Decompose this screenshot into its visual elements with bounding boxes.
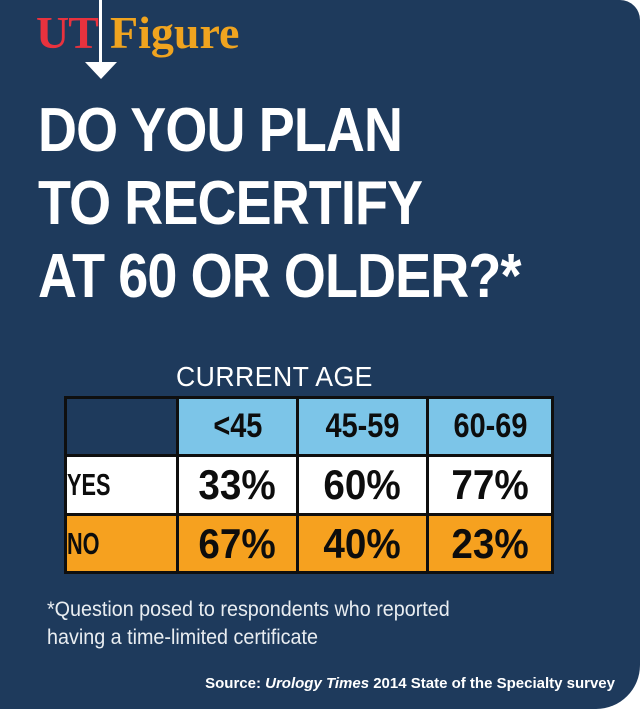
cell-yes-45-59: 60%	[296, 454, 429, 516]
source-suffix: 2014 State of the Specialty survey	[369, 675, 615, 692]
cell-yes-60-69: 77%	[426, 454, 554, 516]
table-header-row: <45 45-59 60-69	[64, 396, 554, 457]
empty-corner-cell	[64, 396, 179, 457]
divider-line	[99, 0, 102, 62]
ut-logo: UT	[36, 7, 99, 58]
row-label-yes: YES	[64, 454, 179, 516]
figure-wordmark: Figure	[110, 7, 240, 58]
footnote-line-1: *Question posed to respondents who repor…	[47, 598, 450, 621]
column-header-45-59: 45-59	[296, 396, 429, 457]
cell-no-45-59: 40%	[296, 513, 429, 574]
title-line-3: AT 60 OR OLDER?*	[38, 242, 521, 311]
table-row-yes: YES 33% 60% 77%	[64, 454, 554, 516]
down-arrow-icon	[85, 62, 117, 79]
column-header-60-69: 60-69	[426, 396, 554, 457]
page-title: DO YOU PLAN TO RECERTIFY AT 60 OR OLDER?…	[38, 94, 593, 313]
column-header-under-45: <45	[176, 396, 299, 457]
source-prefix: Source:	[205, 675, 266, 692]
source-credit: Source: Urology Times 2014 State of the …	[205, 675, 615, 692]
table-row-no: NO 67% 40% 23%	[64, 513, 554, 574]
source-publication: Urology Times	[265, 675, 370, 692]
cell-no-60-69: 23%	[426, 513, 554, 574]
cell-no-under-45: 67%	[176, 513, 299, 574]
footnote: *Question posed to respondents who repor…	[47, 596, 475, 652]
title-line-1: DO YOU PLAN	[38, 96, 403, 165]
footnote-line-2: having a time-limited certificate	[47, 626, 318, 649]
cell-yes-under-45: 33%	[176, 454, 299, 516]
survey-table: <45 45-59 60-69 YES 33% 60% 77% NO 67% 4…	[64, 396, 554, 574]
column-group-label: CURRENT AGE	[176, 361, 373, 392]
row-label-no: NO	[64, 513, 179, 574]
title-line-2: TO RECERTIFY	[38, 169, 423, 238]
